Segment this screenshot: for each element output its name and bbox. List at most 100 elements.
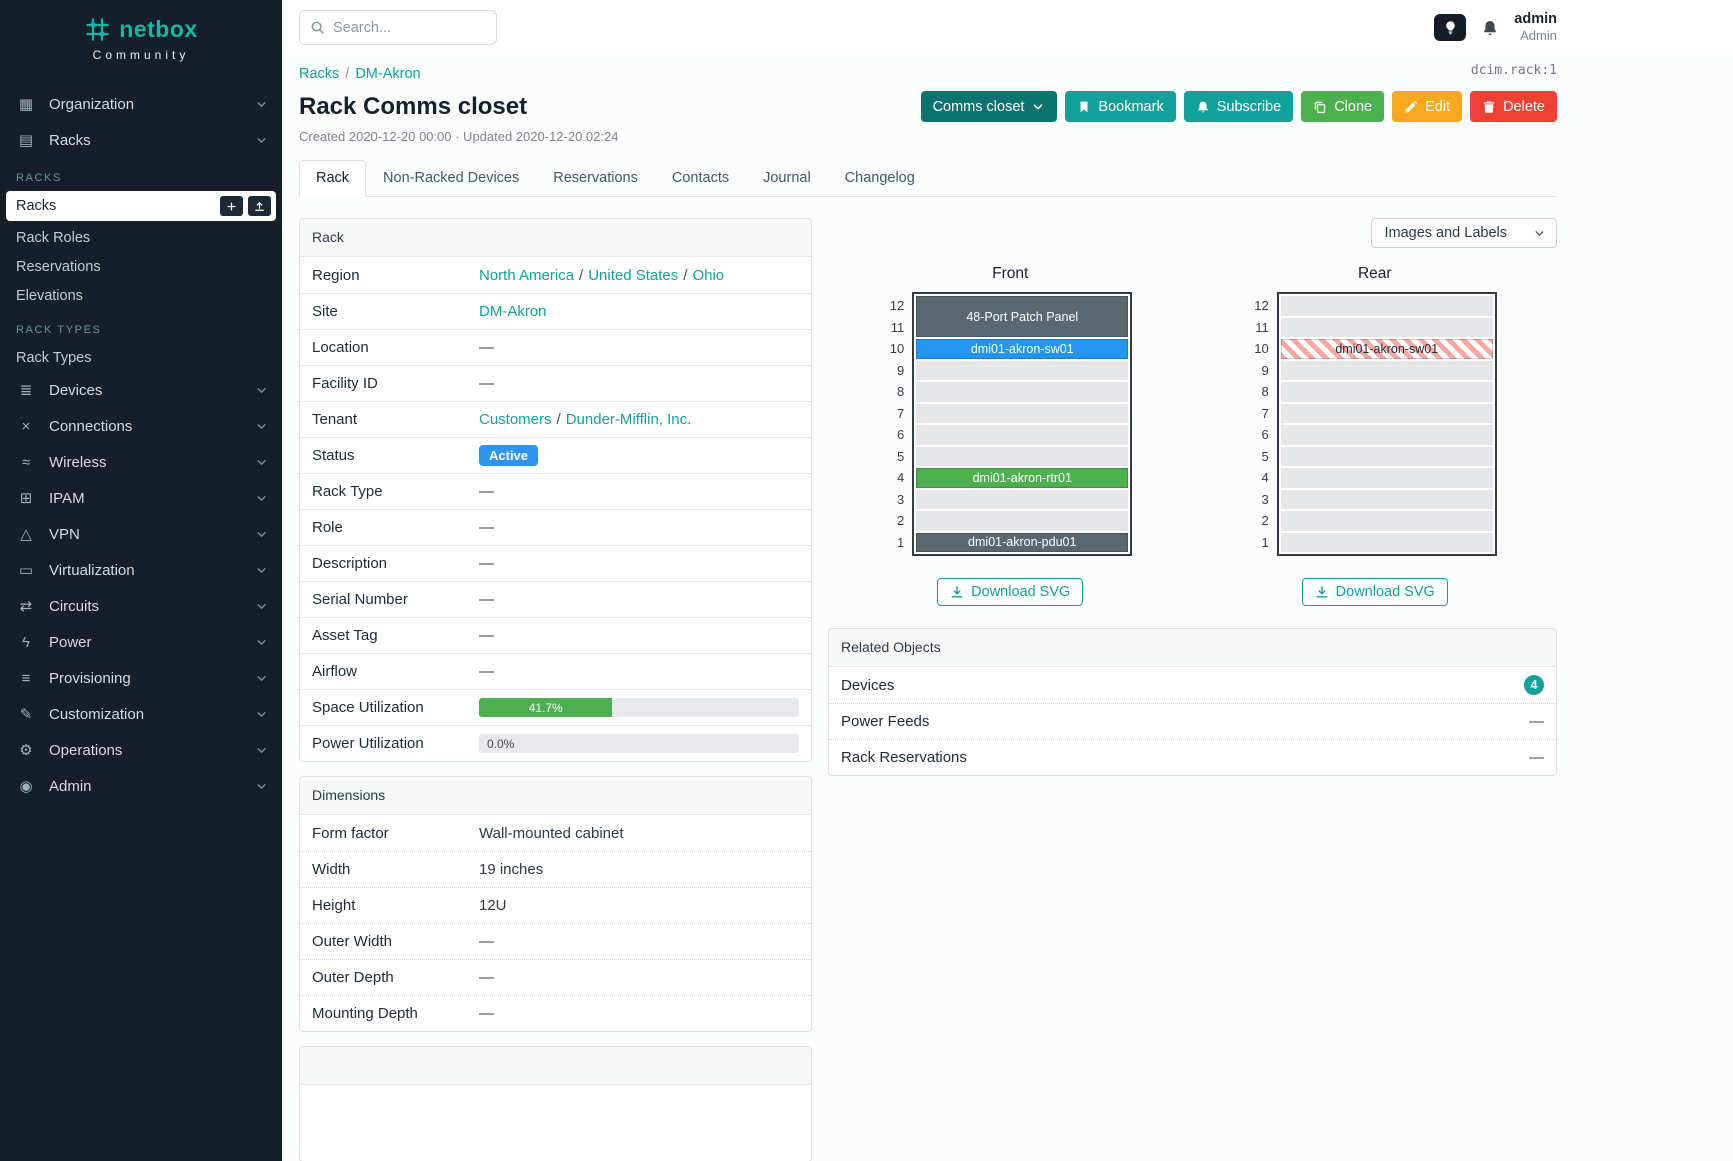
action-button-comms-closet[interactable]: Comms closet — [920, 91, 1058, 122]
plus-icon — [226, 201, 237, 212]
rack-slot-empty[interactable] — [1280, 317, 1493, 339]
value-link[interactable]: North America — [479, 266, 575, 284]
sidebar-item-devices[interactable]: ≣ Devices — [0, 372, 282, 408]
rack-slot-empty[interactable] — [916, 403, 1129, 425]
value-link[interactable]: DM-Akron — [479, 303, 547, 320]
sidebar-item-racks[interactable]: Racks — [6, 191, 276, 221]
sidebar-item-ipam[interactable]: ⊞ IPAM — [0, 480, 282, 516]
detail-value: 12U — [479, 897, 507, 914]
chevron-down-icon — [255, 744, 268, 757]
tab-rack[interactable]: Rack — [299, 160, 367, 197]
rack-card-title: Rack — [300, 219, 811, 257]
unit-number: 9 — [897, 362, 905, 378]
tab-contacts[interactable]: Contacts — [671, 170, 730, 186]
tab-journal[interactable]: Journal — [763, 170, 811, 186]
action-button-subscribe[interactable]: Subscribe — [1183, 91, 1294, 122]
sidebar-item-racks[interactable]: ▤ Racks — [0, 122, 282, 158]
rack-slot-empty[interactable] — [916, 446, 1129, 468]
rack-slot-empty[interactable] — [1280, 532, 1493, 554]
related-row-devices[interactable]: Devices 4 — [829, 667, 1556, 703]
rack-slot-empty[interactable] — [1280, 467, 1493, 489]
detail-value: 41.7% — [479, 698, 799, 717]
related-row-rack-reservations[interactable]: Rack Reservations — — [829, 739, 1556, 775]
rack-slot-empty[interactable] — [916, 424, 1129, 446]
value-link[interactable]: Customers — [479, 411, 552, 428]
search-input[interactable] — [333, 19, 486, 36]
download-svg-button[interactable]: Download SVG — [1301, 578, 1448, 606]
rack-device-48-port-patch-panel[interactable]: 48-Port Patch Panel — [916, 295, 1129, 338]
breadcrumb-link-racks[interactable]: Racks — [299, 66, 340, 82]
action-button-edit[interactable]: Edit — [1392, 91, 1463, 122]
rack-slot-empty[interactable] — [916, 360, 1129, 382]
sidebar-item-vpn[interactable]: △ VPN — [0, 516, 282, 552]
rack-slot-empty[interactable] — [1280, 403, 1493, 425]
download-svg-button[interactable]: Download SVG — [937, 578, 1084, 606]
rack-slot-empty[interactable] — [916, 381, 1129, 403]
sidebar-item-admin[interactable]: ◉ Admin — [0, 768, 282, 804]
action-button-bookmark[interactable]: Bookmark — [1065, 91, 1176, 122]
rack-device-dmi01-akron-sw01[interactable]: dmi01-akron-sw01 — [1280, 338, 1493, 360]
add-button[interactable] — [220, 196, 243, 216]
rack-slot-empty[interactable] — [1280, 446, 1493, 468]
sidebar-item-connections[interactable]: × Connections — [0, 408, 282, 444]
value-link[interactable]: Dunder-Mifflin, Inc. — [565, 411, 692, 428]
related-row-power-feeds[interactable]: Power Feeds — — [829, 703, 1556, 739]
rack-slot-empty[interactable] — [916, 510, 1129, 532]
rack-slot-empty[interactable] — [1280, 489, 1493, 511]
sidebar-item-provisioning[interactable]: ≡ Provisioning — [0, 660, 282, 696]
virtualization-icon: ▭ — [18, 562, 34, 579]
sidebar-item-virtualization[interactable]: ▭ Virtualization — [0, 552, 282, 588]
unit-number: 10 — [889, 341, 905, 356]
import-button[interactable] — [248, 196, 271, 216]
sidebar-item-label: Racks — [49, 131, 91, 149]
rack-slot-empty[interactable] — [1280, 510, 1493, 532]
tab-changelog[interactable]: Changelog — [844, 170, 915, 186]
sidebar-item-operations[interactable]: ⚙ Operations — [0, 732, 282, 768]
rack-device-dmi01-akron-pdu01[interactable]: dmi01-akron-pdu01 — [916, 532, 1129, 554]
rack-slot-empty[interactable] — [1280, 360, 1493, 382]
tab-reservations[interactable]: Reservations — [553, 170, 638, 186]
rack-frame: 48-Port Patch Panel dmi01-akron-sw01 dmi01… — [912, 292, 1133, 556]
app-logo[interactable]: netbox Community — [0, 0, 282, 72]
detail-row: Outer Width — — [300, 923, 811, 959]
sidebar-item-elevations[interactable]: Elevations — [0, 281, 282, 310]
sidebar-item-rack-roles[interactable]: Rack Roles — [0, 223, 282, 252]
sidebar-item-label: Admin — [49, 777, 92, 795]
sidebar-item-circuits[interactable]: ⇄ Circuits — [0, 588, 282, 624]
rack-device-dmi01-akron-sw01[interactable]: dmi01-akron-sw01 — [916, 338, 1129, 360]
tab-non-racked-devices[interactable]: Non-Racked Devices — [383, 170, 520, 186]
rack-slot-empty[interactable] — [1280, 381, 1493, 403]
rack-slot-empty[interactable] — [1280, 295, 1493, 317]
detail-label: Height — [312, 897, 356, 914]
left-column: Rack Region North America / United States / O… — [299, 218, 812, 1161]
sidebar-item-power[interactable]: ϟ Power — [0, 624, 282, 660]
theme-toggle-button[interactable] — [1434, 14, 1467, 41]
sidebar-item-customization[interactable]: ✎ Customization — [0, 696, 282, 732]
notifications-button[interactable] — [1481, 19, 1499, 37]
detail-label: Outer Width — [312, 933, 393, 950]
detail-value: — — [479, 969, 494, 986]
sidebar-item-rack-types[interactable]: Rack Types — [0, 343, 282, 372]
sidebar-item-organization[interactable]: ▦ Organization — [0, 86, 282, 122]
chevron-down-icon — [255, 600, 268, 613]
user-menu[interactable]: admin Admin — [1514, 11, 1557, 43]
action-button-delete[interactable]: Delete — [1470, 91, 1557, 122]
value-link[interactable]: Ohio — [692, 266, 725, 284]
action-button-clone[interactable]: Clone — [1301, 91, 1385, 122]
elevation-rear: Rear 12 11 10 9 8 7 6 5 4 3 2 1 dmi01-akron-sw01 Downl… — [1193, 265, 1558, 606]
chevron-down-icon — [255, 708, 268, 721]
rack-slot-empty[interactable] — [1280, 424, 1493, 446]
search-box — [299, 10, 497, 45]
copy-icon — [1313, 100, 1327, 114]
images-labels-select[interactable]: Images and Labels — [1371, 218, 1557, 248]
rack-slot-empty[interactable] — [916, 489, 1129, 511]
sidebar-item-wireless[interactable]: ≈ Wireless — [0, 444, 282, 480]
detail-label: Facility ID — [312, 375, 378, 392]
value-link[interactable]: United States — [588, 266, 679, 284]
sidebar-item-reservations[interactable]: Reservations — [0, 252, 282, 281]
rack-device-dmi01-akron-rtr01[interactable]: dmi01-akron-rtr01 — [916, 467, 1129, 489]
detail-row: Airflow — — [300, 653, 811, 689]
detail-value: — — [479, 1005, 494, 1022]
detail-row: Power Utilization 0.0% — [300, 725, 811, 761]
breadcrumb-link-site[interactable]: DM-Akron — [355, 66, 421, 82]
